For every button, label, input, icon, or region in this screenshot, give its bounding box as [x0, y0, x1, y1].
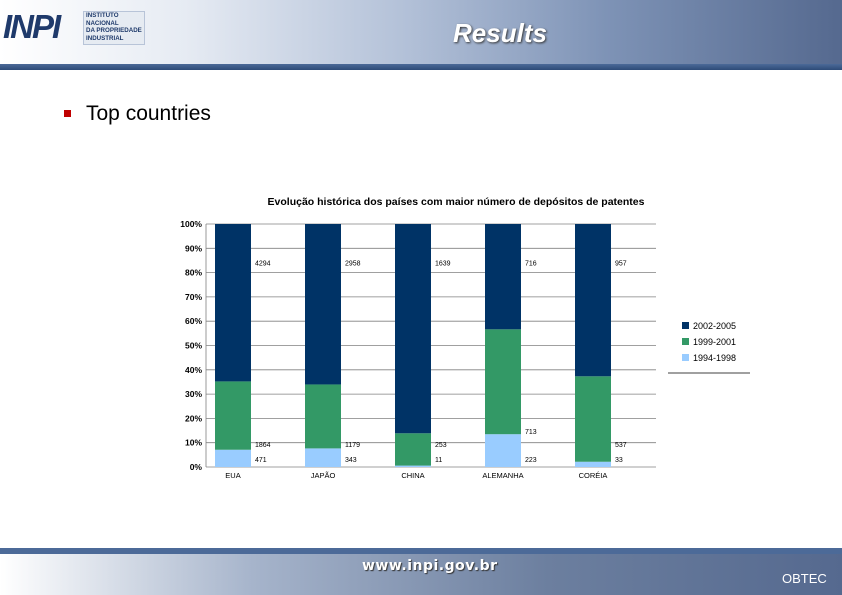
legend-swatch	[682, 338, 689, 345]
inpi-logo: INPI INSTITUTO NACIONAL DA PROPRIEDADE I…	[3, 8, 145, 45]
bar-segment	[575, 461, 611, 467]
data-label: 2958	[345, 260, 361, 267]
y-tick-label: 60%	[185, 316, 202, 326]
bar-segment	[485, 434, 521, 467]
legend-label: 1999-2001	[693, 337, 736, 347]
x-tick-label: JAPÃO	[311, 471, 336, 480]
slide-title: Results	[453, 18, 547, 48]
x-tick-label: CORÉIA	[579, 471, 608, 480]
legend-swatch	[682, 354, 689, 361]
bar-segment	[575, 224, 611, 377]
legend-label: 2002-2005	[693, 321, 736, 331]
logo-mark: INPI	[3, 8, 61, 45]
x-tick-label: CHINA	[401, 471, 424, 480]
bar-segment	[395, 433, 431, 466]
data-label: 343	[345, 457, 357, 464]
chart-title: Evolução histórica dos países com maior …	[268, 196, 645, 208]
bar-segment	[305, 448, 341, 467]
bar-segment	[575, 376, 611, 462]
header-divider	[0, 64, 842, 70]
logo-text: INSTITUTO NACIONAL DA PROPRIEDADE INDUST…	[83, 11, 145, 45]
y-tick-label: 0%	[190, 462, 203, 472]
y-tick-label: 10%	[185, 438, 202, 448]
bar-segment	[305, 224, 341, 385]
bar-segment	[215, 224, 251, 382]
data-label: 11	[435, 457, 442, 464]
data-label: 253	[435, 442, 447, 449]
stacked-bar-chart: Evolução histórica dos países com maior …	[180, 196, 750, 480]
data-label: 1864	[255, 442, 271, 449]
x-tick-label: EUA	[225, 471, 240, 480]
legend-swatch	[682, 322, 689, 329]
bar-segment	[305, 384, 341, 449]
y-tick-label: 100%	[180, 219, 202, 229]
data-label: 223	[525, 457, 537, 464]
y-tick-label: 20%	[185, 413, 202, 423]
y-tick-label: 40%	[185, 365, 202, 375]
logo-line: NACIONAL	[86, 19, 119, 27]
data-label: 713	[525, 429, 537, 436]
y-tick-label: 70%	[185, 292, 202, 302]
y-tick-label: 90%	[185, 243, 202, 253]
bar-segment	[395, 224, 431, 434]
logo-line: INDUSTRIAL	[86, 34, 124, 42]
data-label: 716	[525, 260, 537, 267]
bar-segment	[395, 465, 431, 467]
y-tick-label: 80%	[185, 268, 202, 278]
bar-segment	[215, 449, 251, 467]
y-tick-label: 50%	[185, 341, 202, 351]
legend-label: 1994-1998	[693, 353, 736, 363]
x-tick-label: ALEMANHA	[482, 471, 523, 480]
data-label: 537	[615, 442, 627, 449]
bullet-text: Top countries	[86, 102, 211, 125]
y-tick-label: 30%	[185, 389, 202, 399]
data-label: 471	[255, 457, 267, 464]
data-label: 4294	[255, 260, 271, 267]
bar-segment	[215, 381, 251, 450]
bullet-square-icon	[64, 110, 71, 117]
logo-line: DA PROPRIEDADE	[86, 27, 142, 34]
bar-segment	[485, 224, 521, 330]
website-link[interactable]: www.inpi.gov.br	[362, 558, 498, 574]
org-label: OBTEC	[782, 571, 827, 586]
logo-line: INSTITUTO	[86, 12, 119, 19]
footer-bar	[0, 548, 842, 595]
data-label: 1639	[435, 260, 451, 267]
data-label: 957	[615, 260, 627, 267]
data-label: 33	[615, 457, 623, 464]
bar-segment	[485, 329, 521, 435]
data-label: 1179	[345, 442, 360, 449]
footer-divider	[0, 548, 842, 554]
